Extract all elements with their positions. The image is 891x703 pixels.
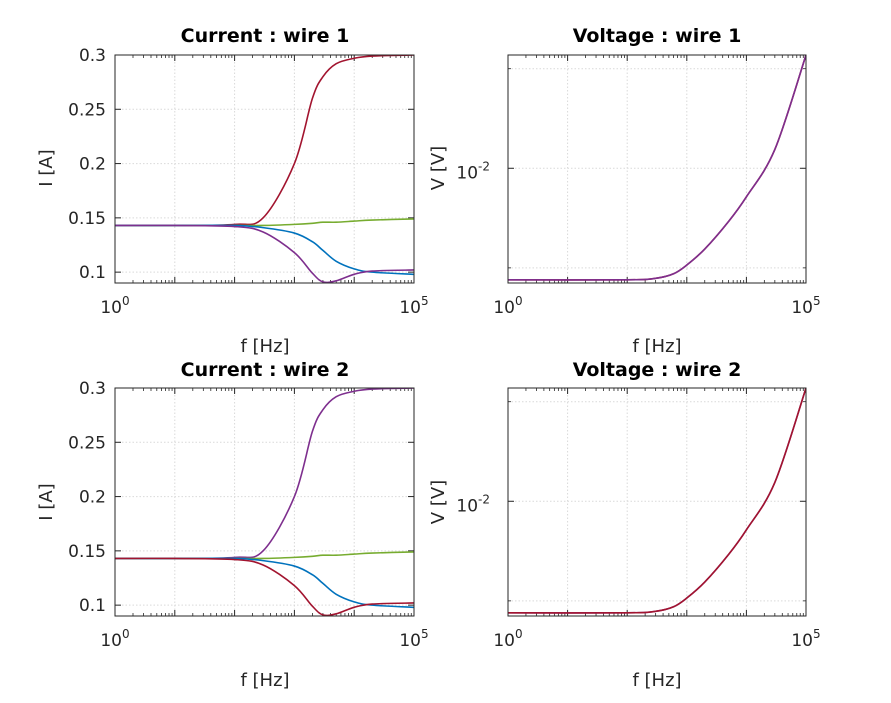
- axes-box: [114, 54, 415, 284]
- chart-title: Current : wire 1: [181, 25, 350, 47]
- x-tick-label: 105: [399, 294, 428, 318]
- series-line-4: [115, 224, 414, 283]
- series-line-2: [508, 388, 806, 614]
- axes-box: [507, 387, 807, 617]
- y-axis-label: V [V]: [428, 480, 449, 524]
- y-tick-label: 0.25: [68, 100, 106, 120]
- y-tick-label: 10-2: [456, 159, 490, 183]
- y-axis-label: I [A]: [36, 483, 57, 520]
- x-tick-label: 105: [791, 294, 820, 318]
- y-tick-label: 10-2: [456, 492, 490, 516]
- x-tick-label: 100: [493, 627, 522, 651]
- subplot-voltage-wire-2: Voltage : wire 2 f [Hz] V [V] 100 105 10-2: [428, 359, 821, 691]
- y-tick-label: 0.2: [79, 155, 106, 175]
- series-group: [115, 388, 414, 616]
- y-axis-label: I [A]: [36, 149, 57, 186]
- subplot-voltage-wire-1: Voltage : wire 1 f [Hz] V [V] 100 105 10-2: [428, 25, 821, 357]
- y-tick-label: 0.3: [79, 46, 106, 66]
- y-tick-label: 0.3: [79, 379, 106, 399]
- y-tick-label: 0.1: [79, 596, 106, 616]
- subplot-current-wire-1: Current : wire 1 f [Hz] I [A] 100 105 0.1 0…: [36, 25, 429, 357]
- series-line-4: [115, 557, 414, 616]
- chart-title: Voltage : wire 2: [573, 359, 742, 381]
- x-tick-label: 105: [399, 627, 428, 651]
- y-tick-label: 0.25: [68, 433, 106, 453]
- y-axis-label: V [V]: [428, 146, 449, 190]
- x-axis-label: f [Hz]: [240, 336, 289, 357]
- chart-title: Voltage : wire 1: [573, 25, 742, 47]
- x-axis-label: f [Hz]: [632, 336, 681, 357]
- x-tick-label: 100: [493, 294, 522, 318]
- series-group: [508, 55, 806, 281]
- x-tick-label: 105: [791, 627, 820, 651]
- subplot-current-wire-2: Current : wire 2 f [Hz] I [A] 100 105 0.1 0…: [36, 359, 429, 691]
- x-tick-label: 100: [100, 627, 129, 651]
- series-line-2: [508, 55, 806, 281]
- axes-box: [114, 387, 415, 617]
- axes-box: [507, 54, 807, 284]
- x-tick-label: 100: [100, 294, 129, 318]
- series-group: [115, 55, 414, 283]
- y-tick-label: 0.1: [79, 263, 106, 283]
- y-tick-label: 0.15: [68, 209, 106, 229]
- chart-title: Current : wire 2: [181, 359, 350, 381]
- x-axis-label: f [Hz]: [240, 670, 289, 691]
- y-tick-label: 0.15: [68, 542, 106, 562]
- series-group: [508, 388, 806, 614]
- y-tick-label: 0.2: [79, 488, 106, 508]
- x-axis-label: f [Hz]: [632, 670, 681, 691]
